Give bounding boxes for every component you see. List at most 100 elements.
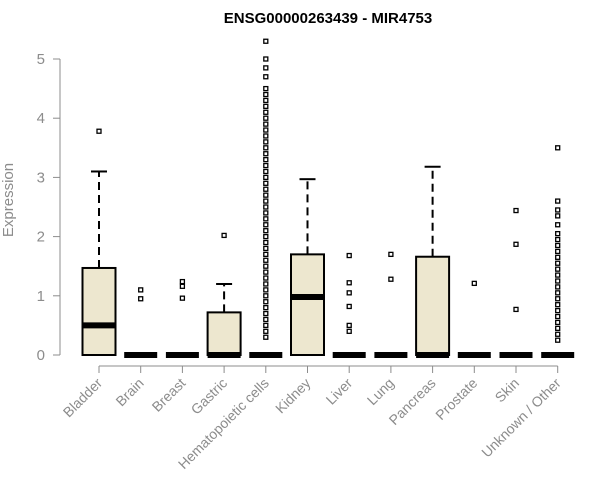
box-group-skin xyxy=(499,207,533,358)
outlier-point xyxy=(555,313,561,320)
outlier-point xyxy=(263,145,269,151)
outlier-point xyxy=(263,334,269,340)
outlier-point xyxy=(555,296,561,302)
box-group-kidney xyxy=(290,178,325,356)
outlier-point xyxy=(179,295,186,301)
y-axis: 0 1 2 3 4 5 xyxy=(37,51,61,364)
box-group-brain xyxy=(124,287,158,358)
outlier-point xyxy=(513,241,519,247)
outlier-point xyxy=(555,242,561,249)
outlier-point xyxy=(221,232,227,239)
outlier-point xyxy=(263,127,269,133)
outlier-point xyxy=(263,228,269,234)
outlier-point xyxy=(555,145,561,151)
outlier-point xyxy=(263,310,269,317)
outlier-point xyxy=(179,283,186,289)
outlier-point xyxy=(263,151,269,157)
outlier-point xyxy=(263,316,269,323)
outlier-point xyxy=(263,204,269,210)
outlier-point xyxy=(263,198,269,204)
box xyxy=(81,266,117,357)
outlier-point xyxy=(555,248,561,255)
box-group-lung xyxy=(374,251,408,358)
outlier-point xyxy=(263,65,269,71)
outlier-point xyxy=(263,115,269,121)
outlier-point xyxy=(263,216,269,222)
chart-title: ENSG00000263439 - MIR4753 xyxy=(224,10,432,27)
outlier-point xyxy=(263,192,269,198)
x-tick-label: Lung xyxy=(364,375,397,408)
outlier-point xyxy=(263,222,269,228)
outlier-point xyxy=(555,290,561,296)
outlier-point xyxy=(263,85,269,92)
outlier-point xyxy=(555,222,561,228)
x-tick-label: Liver xyxy=(323,375,356,408)
y-axis-label: Expression xyxy=(0,163,17,237)
outlier-point xyxy=(555,198,561,204)
outlier-point xyxy=(263,293,269,299)
y-tick-label: 0 xyxy=(37,347,45,364)
x-tick-label: Prostate xyxy=(432,375,480,423)
outlier-point xyxy=(346,290,352,296)
outlier-point xyxy=(263,109,269,115)
outlier-point xyxy=(555,207,561,213)
box xyxy=(206,311,242,357)
outlier-point xyxy=(555,266,561,272)
outlier-point xyxy=(263,38,269,44)
outlier-point xyxy=(138,287,144,293)
outlier-point xyxy=(138,296,144,302)
outlier-point xyxy=(555,213,561,219)
outlier-point xyxy=(263,91,269,98)
outlier-point xyxy=(263,133,269,139)
y-tick-label: 1 xyxy=(37,288,45,305)
outlier-point xyxy=(263,56,269,62)
outlier-point xyxy=(555,284,561,290)
outlier-point xyxy=(263,97,269,104)
outlier-point xyxy=(555,272,561,278)
outlier-point xyxy=(555,236,561,243)
outlier-point xyxy=(346,328,352,334)
x-tick-label: Bladder xyxy=(60,375,106,421)
outlier-point xyxy=(263,322,269,329)
outlier-point xyxy=(263,275,269,281)
outlier-point xyxy=(263,180,269,186)
outlier-point xyxy=(346,322,352,329)
outlier-point xyxy=(263,263,269,269)
outlier-point xyxy=(555,230,561,237)
y-tick-label: 3 xyxy=(37,169,45,186)
outlier-point xyxy=(555,278,561,284)
x-tick-label: Unknown / Other xyxy=(478,375,564,461)
outlier-point xyxy=(555,319,561,326)
plot-area xyxy=(81,38,575,358)
outlier-point xyxy=(346,252,352,259)
outlier-point xyxy=(263,239,269,246)
box xyxy=(415,255,451,356)
outlier-point xyxy=(513,207,519,214)
outlier-point xyxy=(471,280,477,287)
x-tick-label: Brain xyxy=(112,375,146,409)
outlier-point xyxy=(263,269,269,275)
outlier-point xyxy=(388,276,394,282)
y-tick-label: 5 xyxy=(37,51,45,68)
outlier-point xyxy=(263,251,269,258)
outlier-point xyxy=(263,174,269,181)
outlier-point xyxy=(263,257,269,263)
outlier-point xyxy=(263,103,269,110)
box-group-unknown-other xyxy=(541,145,575,358)
box xyxy=(290,253,325,356)
x-tick-label: Breast xyxy=(149,375,189,415)
outlier-point xyxy=(555,307,561,314)
outlier-point xyxy=(388,251,394,258)
outlier-point xyxy=(263,245,269,252)
outlier-point xyxy=(263,162,269,169)
outlier-point xyxy=(263,210,269,216)
box-group-bladder xyxy=(81,128,117,357)
outlier-point xyxy=(555,331,561,337)
outlier-point xyxy=(263,74,269,80)
outlier-point xyxy=(555,254,561,260)
outlier-point xyxy=(179,278,186,285)
x-tick-label: Skin xyxy=(492,375,523,406)
outlier-point xyxy=(263,139,269,145)
